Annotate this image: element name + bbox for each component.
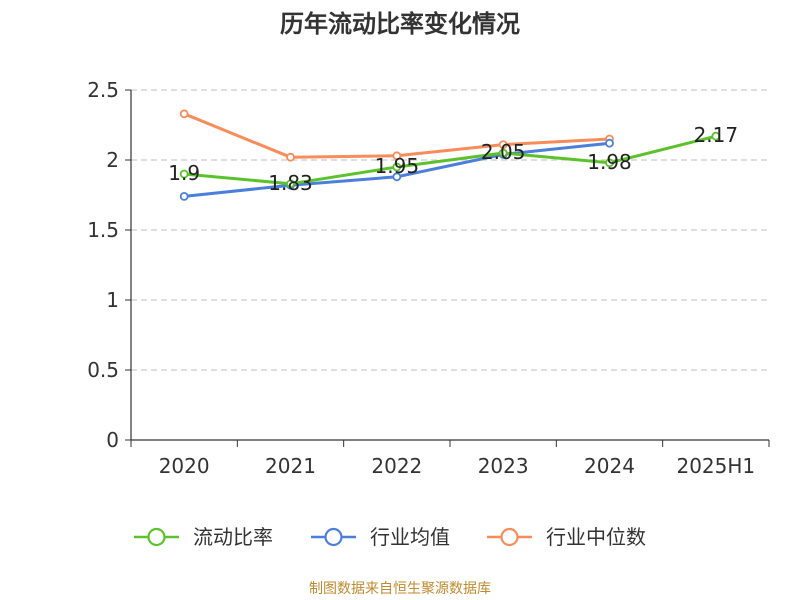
legend-label: 行业均值 [370, 525, 450, 549]
data-label: 2.05 [481, 140, 526, 164]
data-point [392, 151, 402, 161]
data-point [179, 191, 189, 201]
x-tick-label: 2021 [265, 454, 316, 478]
grid-lines [131, 89, 769, 371]
y-tick-label: 0.5 [87, 358, 119, 382]
legend: 流动比率 行业均值 行业中位数 [134, 525, 646, 549]
data-label: 2.17 [694, 123, 739, 147]
x-tick-label: 2022 [371, 454, 422, 478]
data-point [498, 140, 508, 150]
data-point [179, 109, 189, 119]
series-lines [179, 109, 721, 201]
legend-label: 流动比率 [193, 525, 273, 549]
data-point [392, 172, 402, 182]
x-tick-label: 2023 [478, 454, 529, 478]
data-labels: 1.9 1.83 1.95 2.05 1.98 2.17 [168, 123, 738, 195]
data-label: 1.95 [375, 154, 420, 178]
x-tick-label: 2025H1 [676, 454, 755, 478]
legend-item: 流动比率 [134, 525, 273, 549]
y-tick-label: 2 [106, 148, 119, 172]
legend-marker [324, 527, 343, 547]
data-point [286, 179, 295, 189]
data-point [711, 131, 721, 141]
source-note: 制图数据来自恒生聚源数据库 [309, 581, 491, 597]
data-point [605, 138, 614, 148]
data-point [498, 148, 508, 158]
y-tick-label: 1.5 [87, 218, 119, 242]
data-point [286, 152, 295, 162]
y-tick-label: 0 [106, 428, 119, 452]
x-tick-label: 2024 [584, 454, 635, 478]
legend-item: 行业均值 [311, 525, 450, 549]
legend-item: 行业中位数 [487, 525, 646, 549]
legend-marker [500, 527, 519, 547]
y-tick-label: 2.5 [87, 78, 119, 102]
axes: 0 0.5 1 1.5 2 2.5 2020 2021 2022 2023 2024 2025H1 [87, 78, 770, 478]
data-point [179, 169, 189, 179]
legend-label: 行业中位数 [546, 525, 646, 549]
data-label: 1.98 [587, 150, 632, 174]
legend-marker [147, 527, 166, 547]
data-point [605, 158, 614, 168]
x-tick-label: 2020 [159, 454, 210, 478]
data-label: 1.83 [268, 171, 313, 195]
y-tick-label: 1 [106, 288, 119, 312]
series-line [184, 134, 717, 186]
chart-title: 历年流动比率变化情况 [280, 10, 520, 38]
data-label: 1.9 [168, 161, 200, 185]
data-point [392, 162, 402, 172]
